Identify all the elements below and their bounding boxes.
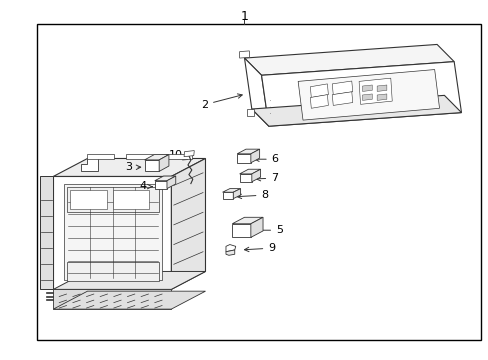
Polygon shape bbox=[144, 154, 168, 160]
Polygon shape bbox=[358, 78, 391, 104]
Polygon shape bbox=[239, 51, 249, 58]
Polygon shape bbox=[222, 192, 233, 199]
Text: 9: 9 bbox=[244, 243, 275, 253]
Polygon shape bbox=[362, 85, 371, 91]
Polygon shape bbox=[166, 176, 175, 189]
Polygon shape bbox=[250, 217, 263, 237]
Polygon shape bbox=[159, 154, 168, 171]
Polygon shape bbox=[251, 95, 461, 126]
Polygon shape bbox=[66, 262, 159, 281]
Polygon shape bbox=[155, 181, 166, 189]
Polygon shape bbox=[362, 94, 371, 100]
Polygon shape bbox=[126, 154, 153, 159]
Polygon shape bbox=[53, 176, 171, 289]
Polygon shape bbox=[66, 187, 159, 212]
Polygon shape bbox=[244, 44, 453, 75]
Polygon shape bbox=[113, 190, 149, 210]
Bar bbox=[37, 24, 480, 339]
Text: 10: 10 bbox=[169, 150, 187, 160]
Polygon shape bbox=[261, 62, 461, 126]
Polygon shape bbox=[165, 154, 192, 159]
Polygon shape bbox=[222, 189, 240, 192]
Polygon shape bbox=[225, 244, 235, 252]
Polygon shape bbox=[246, 109, 254, 116]
Polygon shape bbox=[298, 69, 439, 120]
Text: 7: 7 bbox=[256, 173, 278, 183]
Polygon shape bbox=[251, 169, 260, 182]
Polygon shape bbox=[331, 81, 352, 95]
Polygon shape bbox=[53, 289, 171, 309]
Polygon shape bbox=[53, 291, 205, 309]
Polygon shape bbox=[244, 58, 268, 126]
Text: 2: 2 bbox=[201, 94, 242, 110]
Text: 3: 3 bbox=[125, 162, 141, 172]
Polygon shape bbox=[239, 174, 251, 182]
Text: 5: 5 bbox=[254, 225, 283, 235]
Text: 1: 1 bbox=[240, 10, 248, 23]
Polygon shape bbox=[250, 149, 259, 163]
Polygon shape bbox=[237, 154, 250, 163]
Polygon shape bbox=[239, 169, 260, 174]
Polygon shape bbox=[40, 176, 53, 289]
Polygon shape bbox=[53, 158, 205, 176]
Polygon shape bbox=[237, 149, 259, 154]
Polygon shape bbox=[171, 158, 205, 289]
Text: 6: 6 bbox=[254, 154, 278, 164]
Polygon shape bbox=[70, 190, 106, 210]
Polygon shape bbox=[376, 85, 386, 91]
Polygon shape bbox=[331, 92, 352, 105]
Polygon shape bbox=[310, 84, 328, 98]
Polygon shape bbox=[64, 184, 161, 280]
Polygon shape bbox=[155, 176, 175, 181]
Polygon shape bbox=[233, 189, 240, 199]
Polygon shape bbox=[232, 217, 263, 224]
Polygon shape bbox=[144, 160, 159, 171]
Polygon shape bbox=[310, 95, 328, 108]
Polygon shape bbox=[183, 150, 194, 157]
Polygon shape bbox=[225, 250, 234, 255]
Text: 8: 8 bbox=[237, 190, 268, 200]
Polygon shape bbox=[87, 154, 114, 159]
Polygon shape bbox=[81, 158, 98, 171]
Text: 4: 4 bbox=[139, 181, 152, 192]
Polygon shape bbox=[232, 224, 250, 237]
Polygon shape bbox=[53, 271, 205, 289]
Polygon shape bbox=[376, 94, 386, 100]
